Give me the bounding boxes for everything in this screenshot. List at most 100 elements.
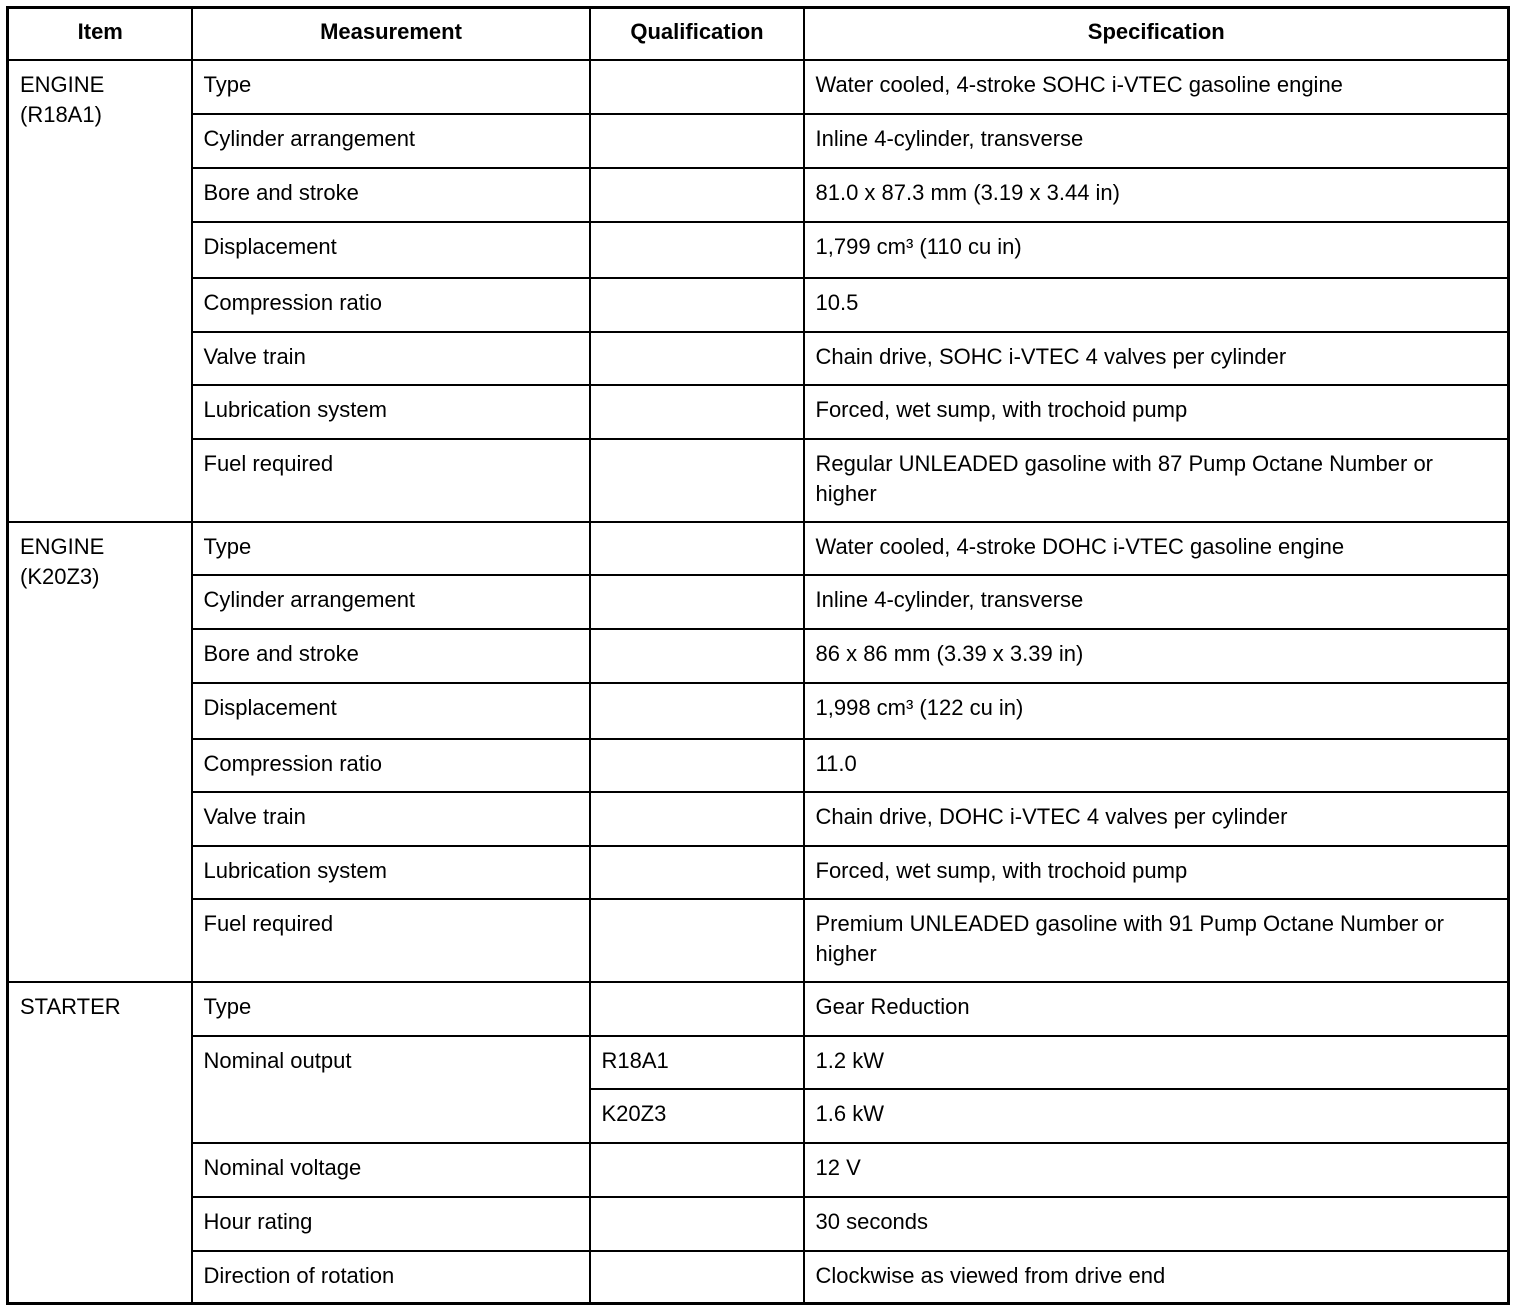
header-measurement: Measurement — [190, 6, 591, 61]
qualification-cell — [588, 844, 805, 900]
specifications-table: Item Measurement Qualification Specifica… — [6, 6, 1510, 1305]
specification-cell: 1,799 cm³ (110 cu in) — [802, 220, 1510, 279]
specification-cell: 1.2 kW — [802, 1034, 1510, 1090]
table-row: K20Z3 1.6 kW — [8, 1087, 1510, 1144]
table-row: Bore and stroke 86 x 86 mm (3.39 x 3.39 i… — [8, 627, 1510, 684]
qualification-cell — [588, 627, 805, 684]
specification-cell: Water cooled, 4-stroke DOHC i-VTEC gasol… — [802, 520, 1510, 576]
table-row: Fuel required Regular UNLEADED gasoline w… — [8, 437, 1510, 523]
table-row: Nominal output R18A1 1.2 kW — [8, 1034, 1510, 1144]
measurement-cell: Bore and stroke — [190, 627, 591, 684]
table-row: ENGINE (K20Z3) Type Water cooled, 4-stroke … — [6, 520, 1510, 983]
table-row: Compression ratio 10.5 — [8, 276, 1510, 333]
header-item: Item — [6, 6, 193, 61]
specification-cell: 81.0 x 87.3 mm (3.19 x 3.44 in) — [802, 166, 1510, 223]
specification-cell: Inline 4-cylinder, transverse — [802, 112, 1510, 169]
measurement-cell: Valve train — [190, 330, 591, 386]
qualification-cell — [588, 573, 805, 630]
table-row: Compression ratio 11.0 — [8, 737, 1510, 793]
specification-cell: Water cooled, 4-stroke SOHC i-VTEC gasol… — [802, 58, 1510, 115]
measurement-cell: Direction of rotation — [190, 1249, 591, 1305]
table-row: Cylinder arrangement Inline 4-cylinder, t… — [8, 573, 1510, 630]
table-row: Nominal voltage 12 V — [8, 1141, 1510, 1198]
qualification-cell — [588, 166, 805, 223]
table-row: Valve train Chain drive, DOHC i-VTEC 4 va… — [8, 790, 1510, 847]
qualification-cell — [588, 383, 805, 440]
table-row: Fuel required Premium UNLEADED gasoline w… — [8, 897, 1510, 983]
specification-cell: Premium UNLEADED gasoline with 91 Pump O… — [802, 897, 1510, 983]
item-label: (R18A1) — [20, 101, 102, 127]
table-row: ENGINE (R18A1) Type Water cooled, 4-stroke … — [6, 58, 1510, 523]
measurement-cell: Cylinder arrangement — [190, 573, 591, 630]
specification-cell: Gear Reduction — [802, 980, 1510, 1037]
measurement-cell: Displacement — [190, 220, 591, 279]
specification-cell: 1,998 cm³ (122 cu in) — [802, 681, 1510, 740]
measurement-cell: Fuel required — [190, 437, 591, 523]
qualification-cell — [588, 1249, 805, 1305]
specification-cell: 1.6 kW — [802, 1087, 1510, 1144]
qualification-cell — [588, 220, 805, 279]
measurement-cell: Valve train — [190, 790, 591, 847]
item-cell: ENGINE (R18A1) — [6, 58, 193, 523]
specification-cell: Forced, wet sump, with trochoid pump — [802, 844, 1510, 900]
qualification-cell — [588, 737, 805, 793]
measurement-cell: Type — [190, 980, 591, 1037]
specification-cell: Clockwise as viewed from drive end — [802, 1249, 1510, 1305]
specification-cell: Chain drive, SOHC i-VTEC 4 valves per cy… — [802, 330, 1510, 386]
table-row: STARTER Type Gear Reduction — [6, 980, 1510, 1305]
header-specification: Specification — [802, 6, 1510, 61]
table-row: Displacement 1,998 cm³ (122 cu in) — [8, 681, 1510, 740]
header-qualification: Qualification — [588, 6, 805, 61]
measurement-cell: Compression ratio — [190, 276, 591, 333]
measurement-cell: Bore and stroke — [190, 166, 591, 223]
specification-cell: 12 V — [802, 1141, 1510, 1198]
measurement-cell: Cylinder arrangement — [190, 112, 591, 169]
table-row: Cylinder arrangement Inline 4-cylinder, t… — [8, 112, 1510, 169]
specification-cell: Regular UNLEADED gasoline with 87 Pump O… — [802, 437, 1510, 523]
table-row: Lubrication system Forced, wet sump, with… — [8, 844, 1510, 900]
measurement-cell: Hour rating — [190, 1195, 591, 1252]
measurement-cell: Type — [190, 58, 591, 115]
measurement-cell: Nominal output — [190, 1034, 591, 1144]
specification-cell: 11.0 — [802, 737, 1510, 793]
item-label: (K20Z3) — [20, 563, 100, 589]
qualification-cell — [588, 790, 805, 847]
qualification-cell — [588, 330, 805, 386]
qualification-cell — [588, 112, 805, 169]
item-label: ENGINE — [20, 533, 105, 559]
qualification-cell: K20Z3 — [588, 1087, 805, 1144]
qualification-cell: R18A1 — [588, 1034, 805, 1090]
specification-cell: Inline 4-cylinder, transverse — [802, 573, 1510, 630]
item-label: STARTER — [20, 993, 121, 1019]
item-cell: ENGINE (K20Z3) — [6, 520, 193, 983]
qualification-cell — [588, 1141, 805, 1198]
table-row: Hour rating 30 seconds — [8, 1195, 1510, 1252]
specification-cell: 30 seconds — [802, 1195, 1510, 1252]
header-row: Item Measurement Qualification Specifica… — [6, 6, 1510, 61]
specification-cell: Chain drive, DOHC i-VTEC 4 valves per cy… — [802, 790, 1510, 847]
table-row: Lubrication system Forced, wet sump, with… — [8, 383, 1510, 440]
table-row: Direction of rotation Clockwise as viewed… — [8, 1249, 1510, 1305]
item-cell: STARTER — [6, 980, 193, 1305]
item-label: ENGINE — [20, 71, 105, 97]
measurement-cell: Compression ratio — [190, 737, 591, 793]
qualification-cell — [588, 681, 805, 740]
specification-cell: 86 x 86 mm (3.39 x 3.39 in) — [802, 627, 1510, 684]
table-row: Bore and stroke 81.0 x 87.3 mm (3.19 x 3.… — [8, 166, 1510, 223]
qualification-cell — [588, 58, 805, 115]
measurement-cell: Nominal voltage — [190, 1141, 591, 1198]
table-row: Valve train Chain drive, SOHC i-VTEC 4 va… — [8, 330, 1510, 386]
qualification-cell — [588, 276, 805, 333]
measurement-cell: Fuel required — [190, 897, 591, 983]
specification-cell: Forced, wet sump, with trochoid pump — [802, 383, 1510, 440]
measurement-cell: Lubrication system — [190, 383, 591, 440]
qualification-cell — [588, 980, 805, 1037]
qualification-cell — [588, 437, 805, 523]
measurement-cell: Lubrication system — [190, 844, 591, 900]
qualification-cell — [588, 520, 805, 576]
specification-cell: 10.5 — [802, 276, 1510, 333]
measurement-cell: Displacement — [190, 681, 591, 740]
qualification-cell — [588, 897, 805, 983]
table-row: Displacement 1,799 cm³ (110 cu in) — [8, 220, 1510, 279]
measurement-cell: Type — [190, 520, 591, 576]
